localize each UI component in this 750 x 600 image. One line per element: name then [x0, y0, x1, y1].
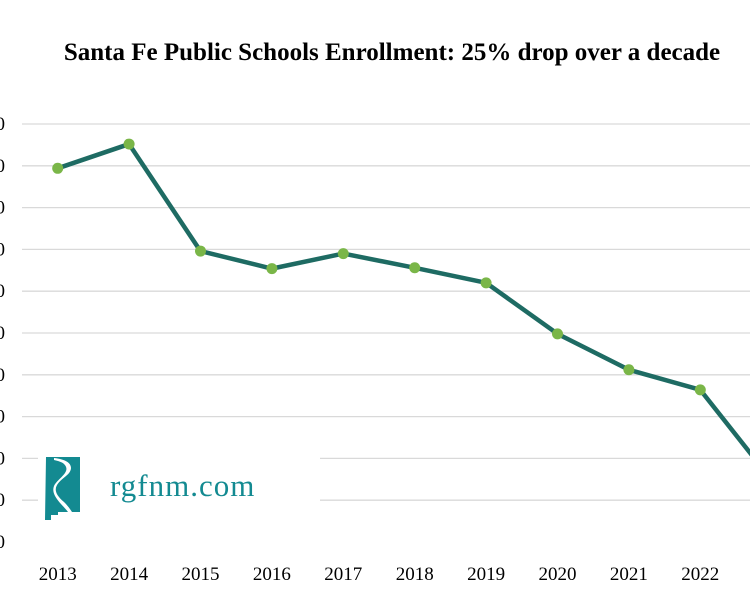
watermark-text: rgfnm.com [110, 468, 256, 503]
rgfnm-logo: rgfnm.com [38, 446, 320, 524]
series-line [56, 141, 750, 457]
x-tick-label: 2018 [396, 564, 434, 585]
data-point [552, 328, 563, 340]
y-tick-label: 9,500 [0, 490, 5, 511]
data-point [623, 364, 635, 376]
y-tick-label: 14,000 [0, 114, 5, 135]
data-point [337, 248, 349, 260]
x-tick-label: 2021 [610, 564, 648, 585]
x-tick-label: 2020 [539, 564, 577, 585]
data-point [266, 263, 278, 275]
data-point [123, 138, 135, 150]
x-tick-label: 2013 [39, 564, 77, 585]
chart-title: Santa Fe Public Schools Enrollment: 25% … [63, 39, 721, 66]
x-tick-label: 2017 [324, 564, 362, 585]
data-point [694, 384, 706, 396]
y-tick-label: 12,000 [0, 281, 5, 302]
x-tick-label: 2019 [467, 564, 505, 585]
data-point [195, 245, 206, 257]
data-point [52, 162, 64, 174]
x-tick-label: 2014 [110, 564, 149, 585]
y-tick-label: 13,500 [0, 156, 5, 177]
y-tick-label: 11,000 [0, 365, 5, 386]
data-point [409, 262, 421, 274]
new-mexico-river-icon [45, 457, 80, 520]
y-tick-label: 13,000 [0, 198, 5, 219]
data-point [480, 277, 492, 289]
y-tick-label: 12,500 [0, 239, 5, 260]
y-tick-label: 10,000 [0, 448, 5, 469]
y-tick-label: 10,500 [0, 407, 5, 428]
x-tick-label: 2016 [253, 564, 291, 585]
x-tick-label: 2015 [182, 564, 220, 585]
y-tick-label: 9,000 [0, 532, 5, 553]
y-tick-label: 11,500 [0, 323, 5, 344]
x-tick-label: 2022 [681, 564, 719, 585]
